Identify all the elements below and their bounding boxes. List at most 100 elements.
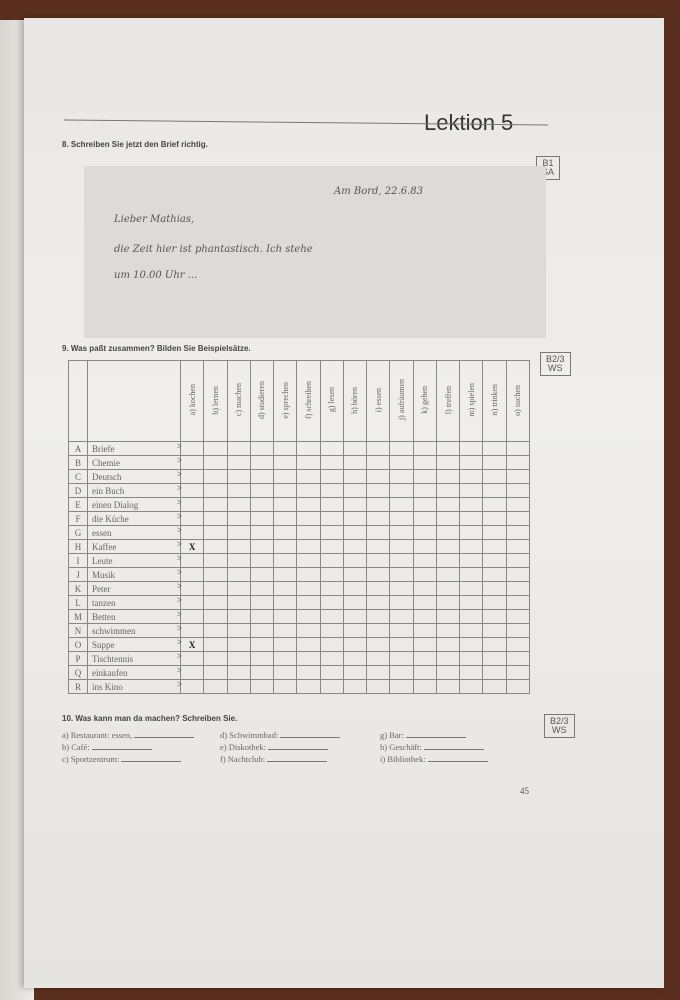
answer-cell[interactable]	[296, 525, 321, 540]
answer-cell[interactable]	[435, 595, 461, 610]
answer-cell[interactable]	[273, 623, 298, 638]
answer-cell[interactable]	[296, 581, 321, 596]
answer-cell[interactable]	[342, 651, 368, 666]
answer-cell[interactable]	[366, 637, 391, 652]
answer-cell[interactable]	[203, 581, 228, 596]
answer-cell[interactable]	[366, 679, 391, 694]
answer-cell[interactable]	[389, 497, 414, 512]
answer-cell[interactable]	[435, 609, 461, 624]
answer-cell[interactable]	[203, 665, 228, 680]
answer-cell[interactable]	[366, 651, 391, 666]
answer-cell[interactable]	[273, 581, 298, 596]
answer-cell[interactable]	[505, 581, 531, 596]
answer-cell[interactable]	[319, 567, 344, 582]
answer-cell[interactable]	[412, 665, 437, 680]
answer-cell[interactable]	[249, 483, 275, 498]
answer-cell[interactable]	[249, 511, 275, 526]
answer-cell[interactable]	[459, 665, 484, 680]
answer-cell[interactable]	[389, 567, 414, 582]
answer-cell[interactable]	[273, 497, 298, 512]
answer-cell[interactable]	[319, 497, 344, 512]
answer-cell[interactable]	[203, 567, 228, 582]
answer-cell[interactable]	[296, 441, 321, 456]
answer-cell[interactable]	[342, 609, 368, 624]
answer-cell[interactable]	[459, 553, 484, 568]
answer-cell[interactable]	[179, 567, 205, 582]
answer-cell[interactable]	[482, 553, 507, 568]
answer-cell[interactable]	[459, 497, 484, 512]
answer-cell[interactable]	[342, 483, 368, 498]
answer-cell[interactable]	[482, 637, 507, 652]
answer-cell[interactable]	[249, 497, 275, 512]
answer-cell[interactable]	[203, 483, 228, 498]
answer-cell[interactable]	[412, 651, 437, 666]
answer-cell[interactable]	[412, 581, 437, 596]
answer-cell[interactable]	[319, 679, 344, 694]
answer-cell[interactable]	[412, 497, 437, 512]
answer-cell[interactable]	[226, 567, 251, 582]
answer-cell[interactable]	[179, 679, 205, 694]
answer-line[interactable]	[423, 749, 484, 750]
answer-cell[interactable]	[226, 637, 251, 652]
answer-cell[interactable]	[342, 665, 368, 680]
answer-cell[interactable]	[273, 511, 298, 526]
answer-cell[interactable]	[296, 567, 321, 582]
answer-cell[interactable]	[342, 455, 368, 470]
answer-cell[interactable]	[249, 553, 275, 568]
answer-cell[interactable]	[203, 441, 228, 456]
answer-cell[interactable]: X	[179, 539, 205, 554]
answer-cell[interactable]	[389, 609, 414, 624]
answer-cell[interactable]	[435, 651, 461, 666]
answer-cell[interactable]	[226, 497, 251, 512]
answer-cell[interactable]: X	[179, 637, 205, 652]
answer-cell[interactable]	[435, 497, 461, 512]
answer-cell[interactable]	[249, 455, 275, 470]
answer-cell[interactable]	[389, 623, 414, 638]
answer-cell[interactable]	[296, 665, 321, 680]
answer-cell[interactable]	[482, 511, 507, 526]
answer-cell[interactable]	[179, 469, 205, 484]
answer-cell[interactable]	[296, 455, 321, 470]
answer-cell[interactable]	[319, 581, 344, 596]
answer-cell[interactable]	[226, 455, 251, 470]
answer-cell[interactable]	[273, 595, 298, 610]
answer-cell[interactable]	[459, 441, 484, 456]
answer-cell[interactable]	[412, 525, 437, 540]
answer-cell[interactable]	[296, 497, 321, 512]
answer-cell[interactable]	[366, 567, 391, 582]
answer-cell[interactable]	[203, 595, 228, 610]
answer-cell[interactable]	[273, 553, 298, 568]
answer-cell[interactable]	[389, 483, 414, 498]
answer-cell[interactable]	[273, 651, 298, 666]
answer-cell[interactable]	[389, 665, 414, 680]
answer-cell[interactable]	[435, 567, 461, 582]
answer-cell[interactable]	[179, 651, 205, 666]
answer-line[interactable]	[121, 761, 182, 762]
answer-cell[interactable]	[366, 483, 391, 498]
answer-cell[interactable]	[412, 455, 437, 470]
answer-cell[interactable]	[342, 511, 368, 526]
answer-cell[interactable]	[482, 651, 507, 666]
answer-cell[interactable]	[505, 441, 531, 456]
answer-cell[interactable]	[342, 525, 368, 540]
answer-cell[interactable]	[296, 595, 321, 610]
answer-cell[interactable]	[179, 553, 205, 568]
answer-cell[interactable]	[342, 567, 368, 582]
answer-cell[interactable]	[203, 455, 228, 470]
answer-cell[interactable]	[226, 623, 251, 638]
answer-cell[interactable]	[505, 567, 531, 582]
answer-cell[interactable]	[226, 525, 251, 540]
answer-cell[interactable]	[366, 511, 391, 526]
answer-cell[interactable]	[412, 539, 437, 554]
answer-cell[interactable]	[505, 553, 531, 568]
answer-cell[interactable]	[249, 651, 275, 666]
answer-cell[interactable]	[296, 469, 321, 484]
answer-cell[interactable]	[226, 679, 251, 694]
answer-cell[interactable]	[179, 441, 205, 456]
answer-cell[interactable]	[459, 637, 484, 652]
answer-cell[interactable]	[296, 637, 321, 652]
answer-line[interactable]	[91, 749, 152, 750]
answer-cell[interactable]	[203, 637, 228, 652]
answer-cell[interactable]	[459, 455, 484, 470]
answer-cell[interactable]	[482, 497, 507, 512]
